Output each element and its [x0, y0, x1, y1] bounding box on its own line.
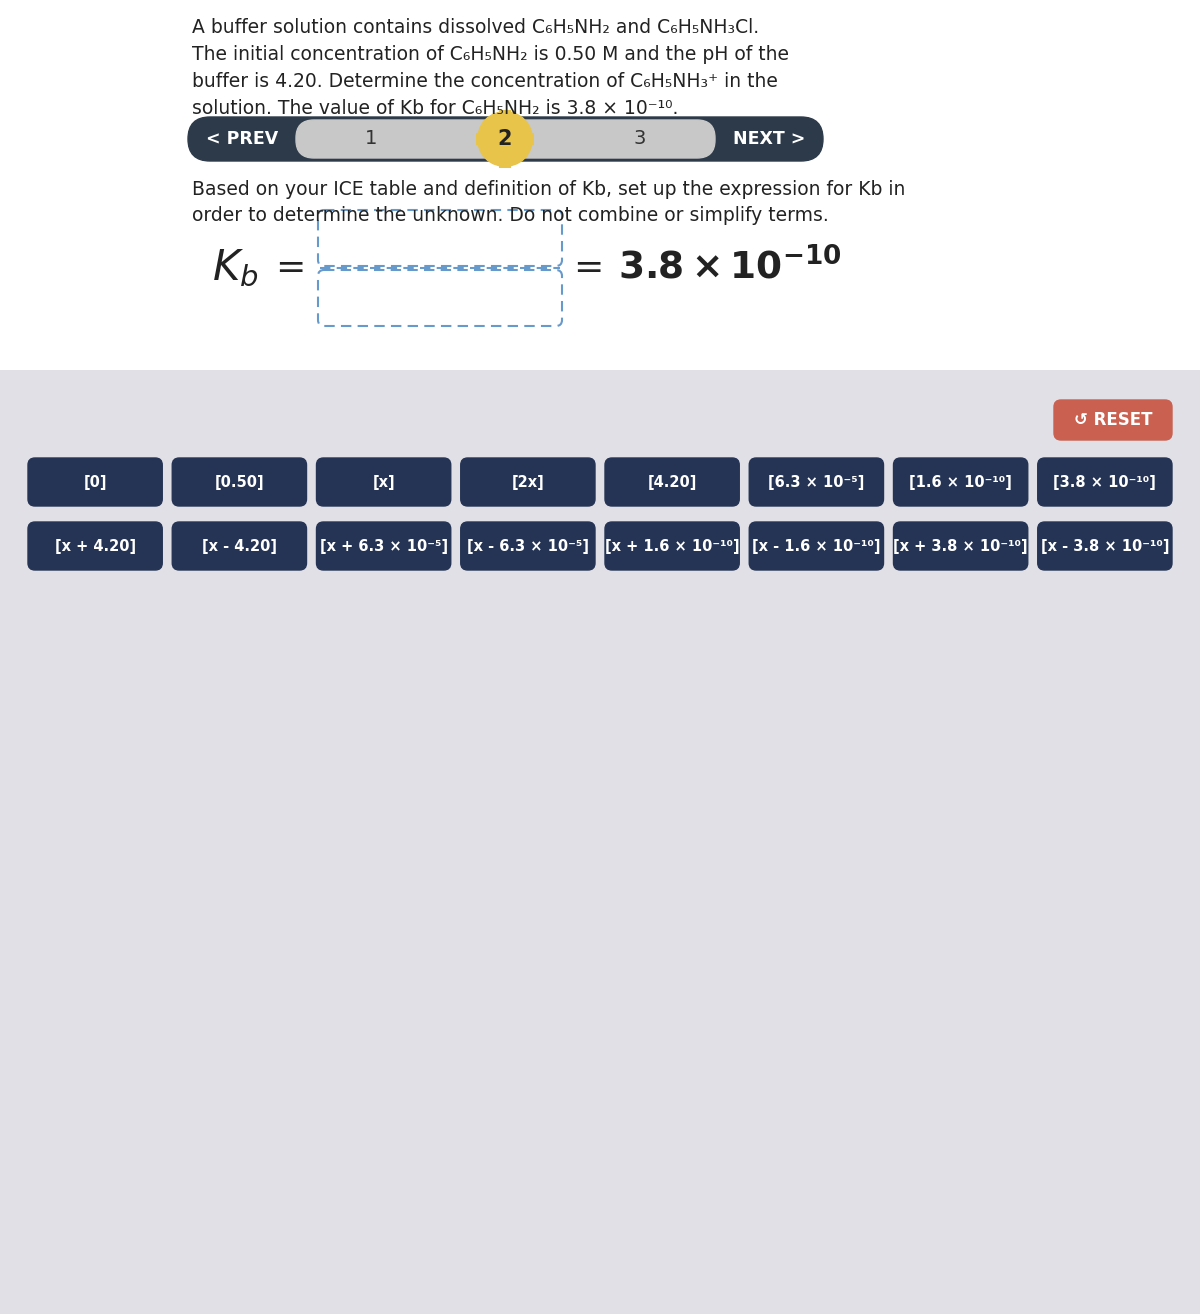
Text: [6.3 × 10⁻⁵]: [6.3 × 10⁻⁵]: [768, 474, 864, 490]
Text: [x + 1.6 × 10⁻¹⁰]: [x + 1.6 × 10⁻¹⁰]: [605, 539, 739, 553]
Text: [x + 6.3 × 10⁻⁵]: [x + 6.3 × 10⁻⁵]: [319, 539, 448, 553]
FancyBboxPatch shape: [173, 459, 306, 506]
FancyBboxPatch shape: [1054, 399, 1172, 440]
FancyBboxPatch shape: [318, 210, 562, 265]
Text: [2x]: [2x]: [511, 474, 545, 490]
FancyBboxPatch shape: [461, 459, 595, 506]
FancyBboxPatch shape: [1038, 459, 1172, 506]
Text: =: =: [275, 251, 305, 285]
Text: [0.50]: [0.50]: [215, 474, 264, 490]
FancyBboxPatch shape: [749, 459, 883, 506]
Text: buffer is 4.20. Determine the concentration of C₆H₅NH₃⁺ in the: buffer is 4.20. Determine the concentrat…: [192, 72, 778, 91]
FancyBboxPatch shape: [894, 522, 1027, 570]
Text: ↺ RESET: ↺ RESET: [1074, 411, 1152, 428]
FancyBboxPatch shape: [296, 120, 715, 158]
Text: =: =: [572, 251, 604, 285]
FancyBboxPatch shape: [478, 110, 533, 167]
Text: [1.6 × 10⁻¹⁰]: [1.6 × 10⁻¹⁰]: [910, 474, 1012, 490]
Text: $K_b$: $K_b$: [212, 247, 258, 289]
Text: NEXT >: NEXT >: [733, 130, 805, 148]
Text: A buffer solution contains dissolved C₆H₅NH₂ and C₆H₅NH₃Cl.: A buffer solution contains dissolved C₆H…: [192, 18, 760, 37]
Text: [x]: [x]: [372, 474, 395, 490]
Text: The initial concentration of C₆H₅NH₂ is 0.50 M and the pH of the: The initial concentration of C₆H₅NH₂ is …: [192, 45, 790, 64]
Bar: [0, 371, 1200, 1314]
Bar: [0, 0, 1200, 371]
FancyBboxPatch shape: [28, 522, 162, 570]
Text: solution. The value of Kb for C₆H₅NH₂ is 3.8 × 10⁻¹⁰.: solution. The value of Kb for C₆H₅NH₂ is…: [192, 99, 678, 118]
FancyBboxPatch shape: [317, 459, 451, 506]
Text: [x + 4.20]: [x + 4.20]: [54, 539, 136, 553]
FancyBboxPatch shape: [749, 522, 883, 570]
FancyBboxPatch shape: [318, 269, 562, 326]
Text: Based on your ICE table and definition of Kb, set up the expression for Kb in: Based on your ICE table and definition o…: [192, 180, 905, 198]
Text: 1: 1: [365, 130, 377, 148]
Text: < PREV: < PREV: [206, 130, 278, 148]
Text: 2: 2: [498, 129, 512, 148]
FancyBboxPatch shape: [1038, 522, 1172, 570]
Text: $\mathbf{3.8 \times 10^{-10}}$: $\mathbf{3.8 \times 10^{-10}}$: [618, 248, 841, 288]
Text: [3.8 × 10⁻¹⁰]: [3.8 × 10⁻¹⁰]: [1054, 474, 1157, 490]
Text: order to determine the unknown. Do not combine or simplify terms.: order to determine the unknown. Do not c…: [192, 206, 829, 225]
FancyBboxPatch shape: [173, 522, 306, 570]
Text: [x + 3.8 × 10⁻¹⁰]: [x + 3.8 × 10⁻¹⁰]: [893, 539, 1028, 553]
Text: [x - 1.6 × 10⁻¹⁰]: [x - 1.6 × 10⁻¹⁰]: [752, 539, 881, 553]
FancyBboxPatch shape: [317, 522, 451, 570]
Text: [x - 3.8 × 10⁻¹⁰]: [x - 3.8 × 10⁻¹⁰]: [1040, 539, 1169, 553]
Text: [x - 6.3 × 10⁻⁵]: [x - 6.3 × 10⁻⁵]: [467, 539, 589, 553]
FancyBboxPatch shape: [894, 459, 1027, 506]
FancyBboxPatch shape: [188, 117, 823, 162]
FancyBboxPatch shape: [605, 522, 739, 570]
FancyBboxPatch shape: [461, 522, 595, 570]
Text: [0]: [0]: [83, 474, 107, 490]
Text: [x - 4.20]: [x - 4.20]: [202, 539, 277, 553]
Text: 3: 3: [634, 130, 646, 148]
FancyBboxPatch shape: [28, 459, 162, 506]
FancyBboxPatch shape: [605, 459, 739, 506]
Text: [4.20]: [4.20]: [648, 474, 697, 490]
